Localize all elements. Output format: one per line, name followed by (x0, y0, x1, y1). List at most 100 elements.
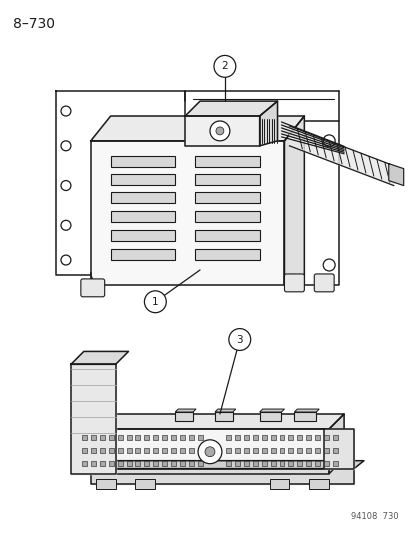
Bar (82, 435, 87, 440)
Bar (297, 448, 301, 453)
Bar (153, 435, 158, 440)
Bar (117, 461, 122, 466)
Polygon shape (185, 116, 259, 146)
Text: 3: 3 (236, 335, 242, 344)
Bar (189, 461, 194, 466)
Polygon shape (81, 429, 328, 474)
Bar (144, 461, 149, 466)
Bar (288, 448, 293, 453)
Bar (243, 448, 248, 453)
Polygon shape (289, 126, 393, 185)
Bar (279, 448, 284, 453)
Polygon shape (81, 414, 343, 429)
Polygon shape (323, 429, 353, 469)
Bar (126, 435, 131, 440)
Bar (323, 448, 328, 453)
Bar (234, 461, 239, 466)
Polygon shape (185, 101, 277, 116)
Bar (306, 461, 311, 466)
Bar (195, 230, 259, 241)
Polygon shape (90, 469, 353, 483)
Bar (126, 461, 131, 466)
Polygon shape (56, 91, 185, 275)
Bar (288, 461, 293, 466)
Bar (297, 461, 301, 466)
Bar (270, 448, 275, 453)
Bar (110, 174, 175, 184)
Bar (126, 448, 131, 453)
Bar (197, 461, 202, 466)
Bar (135, 435, 140, 440)
Bar (90, 435, 95, 440)
Bar (270, 461, 275, 466)
Bar (117, 435, 122, 440)
Bar (95, 479, 115, 489)
Bar (195, 212, 259, 222)
Bar (108, 435, 113, 440)
Bar (135, 479, 155, 489)
Bar (180, 435, 185, 440)
Text: 8–730: 8–730 (13, 17, 55, 31)
Bar (90, 461, 95, 466)
Bar (294, 412, 316, 421)
Bar (332, 448, 337, 453)
Bar (108, 448, 113, 453)
Bar (315, 461, 320, 466)
Bar (214, 412, 232, 421)
FancyBboxPatch shape (313, 274, 333, 292)
Bar (306, 435, 311, 440)
Polygon shape (71, 351, 128, 365)
Bar (144, 435, 149, 440)
Bar (162, 461, 167, 466)
Bar (225, 461, 230, 466)
Polygon shape (294, 409, 318, 412)
Bar (100, 435, 104, 440)
Bar (252, 461, 257, 466)
Bar (195, 192, 259, 204)
FancyBboxPatch shape (284, 274, 304, 292)
Bar (153, 448, 158, 453)
Bar (323, 461, 328, 466)
Bar (82, 461, 87, 466)
Bar (197, 435, 202, 440)
Bar (243, 435, 248, 440)
Bar (144, 448, 149, 453)
Text: 94108  730: 94108 730 (350, 512, 398, 521)
Bar (189, 435, 194, 440)
Bar (261, 435, 266, 440)
Bar (279, 461, 284, 466)
Polygon shape (90, 116, 304, 141)
Bar (332, 461, 337, 466)
Bar (225, 448, 230, 453)
Bar (234, 435, 239, 440)
Bar (195, 249, 259, 260)
Bar (171, 435, 176, 440)
Bar (82, 448, 87, 453)
Bar (261, 461, 266, 466)
Polygon shape (175, 409, 196, 412)
Circle shape (214, 55, 235, 77)
Bar (197, 448, 202, 453)
Bar (189, 448, 194, 453)
Bar (171, 461, 176, 466)
Bar (259, 412, 281, 421)
Bar (270, 435, 275, 440)
Bar (234, 448, 239, 453)
Bar (315, 435, 320, 440)
Bar (175, 412, 192, 421)
Polygon shape (284, 121, 338, 285)
Bar (269, 479, 289, 489)
Polygon shape (90, 461, 363, 469)
FancyBboxPatch shape (81, 279, 104, 297)
Bar (288, 435, 293, 440)
Polygon shape (284, 116, 304, 285)
Bar (261, 448, 266, 453)
Circle shape (228, 328, 250, 350)
Text: 1: 1 (152, 297, 158, 307)
Bar (135, 461, 140, 466)
Bar (225, 435, 230, 440)
Bar (110, 156, 175, 167)
Bar (180, 448, 185, 453)
Bar (279, 435, 284, 440)
Bar (108, 461, 113, 466)
